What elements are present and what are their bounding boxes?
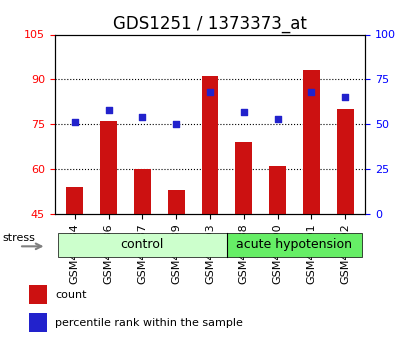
Point <box>139 114 146 120</box>
Point <box>105 107 112 112</box>
Point <box>308 89 315 95</box>
Point <box>274 116 281 121</box>
Bar <box>303 70 320 214</box>
FancyBboxPatch shape <box>227 233 362 257</box>
Text: acute hypotension: acute hypotension <box>236 238 352 252</box>
Bar <box>134 169 151 214</box>
Point <box>240 109 247 115</box>
Bar <box>29 285 47 304</box>
Point <box>71 120 78 125</box>
Text: control: control <box>121 238 164 252</box>
Text: count: count <box>55 290 87 299</box>
Bar <box>66 187 83 214</box>
Bar <box>202 76 218 214</box>
Bar <box>29 313 47 332</box>
Text: stress: stress <box>3 233 36 243</box>
Point <box>173 121 180 127</box>
Title: GDS1251 / 1373373_at: GDS1251 / 1373373_at <box>113 15 307 33</box>
Bar <box>235 142 252 214</box>
Bar <box>168 190 185 214</box>
FancyBboxPatch shape <box>58 233 227 257</box>
Bar <box>337 109 354 214</box>
Bar <box>269 166 286 214</box>
Point <box>207 89 213 95</box>
Point <box>342 95 349 100</box>
Text: percentile rank within the sample: percentile rank within the sample <box>55 318 243 327</box>
Bar <box>100 121 117 214</box>
